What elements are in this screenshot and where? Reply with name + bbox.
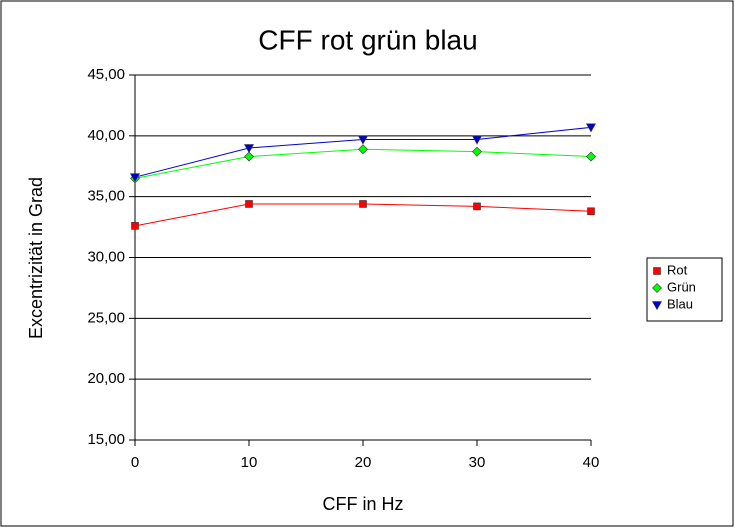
y-tick-label: 35,00: [87, 188, 125, 205]
data-point: [243, 144, 255, 154]
data-point: [586, 151, 596, 162]
y-tick-label: 40,00: [87, 127, 125, 144]
y-tick-label: 25,00: [87, 309, 125, 326]
legend-label: Grün: [667, 279, 696, 294]
data-point: [357, 135, 369, 145]
data-point: [131, 222, 139, 230]
data-point: [358, 144, 368, 155]
legend-label: Rot: [667, 262, 688, 277]
x-tick-label: 0: [131, 454, 139, 471]
data-point: [472, 146, 482, 157]
x-tick-label: 20: [355, 454, 372, 471]
y-tick-label: 45,00: [87, 66, 125, 83]
x-axis-label: CFF in Hz: [323, 494, 404, 514]
legend-marker: [653, 267, 661, 275]
data-point: [244, 151, 254, 162]
legend-label: Blau: [667, 296, 693, 311]
y-tick-label: 20,00: [87, 370, 125, 387]
data-point: [585, 123, 597, 133]
data-point: [359, 200, 367, 208]
legend-marker: [651, 301, 663, 311]
data-point: [471, 135, 483, 145]
x-tick-label: 40: [583, 454, 600, 471]
legend-marker: [652, 283, 662, 293]
y-tick-label: 30,00: [87, 248, 125, 265]
data-point: [245, 200, 253, 208]
x-tick-label: 10: [241, 454, 258, 471]
chart-title: CFF rot grün blau: [258, 24, 477, 55]
x-tick-label: 30: [469, 454, 486, 471]
y-axis-label: Excentrizität in Grad: [26, 177, 46, 339]
data-point: [473, 202, 481, 211]
data-point: [587, 207, 595, 216]
data-point: [129, 173, 141, 183]
y-tick-label: 15,00: [87, 431, 125, 448]
